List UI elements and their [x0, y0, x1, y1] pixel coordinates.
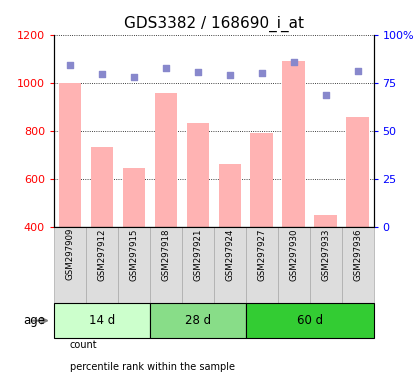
- Point: [131, 73, 137, 79]
- Bar: [182, 227, 214, 303]
- Bar: [315, 215, 337, 227]
- Bar: [187, 123, 209, 227]
- Text: GSM297909: GSM297909: [66, 228, 74, 280]
- Bar: [246, 227, 278, 303]
- Text: GSM297930: GSM297930: [289, 228, 298, 281]
- Bar: [347, 118, 369, 227]
- Text: GSM297915: GSM297915: [129, 228, 138, 281]
- Bar: [91, 147, 113, 227]
- Bar: [123, 168, 145, 227]
- Bar: [86, 227, 118, 303]
- Title: GDS3382 / 168690_i_at: GDS3382 / 168690_i_at: [124, 16, 304, 32]
- Point: [354, 68, 361, 74]
- Text: 14 d: 14 d: [89, 314, 115, 327]
- Bar: [246, 303, 374, 338]
- Text: GSM297924: GSM297924: [225, 228, 234, 281]
- Point: [99, 71, 105, 77]
- Bar: [118, 227, 150, 303]
- Bar: [150, 227, 182, 303]
- Bar: [283, 61, 305, 227]
- Point: [195, 69, 201, 75]
- Bar: [54, 227, 86, 303]
- Bar: [54, 303, 150, 338]
- Point: [67, 61, 73, 68]
- Text: GSM297936: GSM297936: [353, 228, 362, 281]
- Text: GSM297918: GSM297918: [161, 228, 170, 281]
- Bar: [310, 227, 342, 303]
- Text: count: count: [70, 340, 98, 350]
- Point: [163, 65, 169, 71]
- Bar: [342, 227, 374, 303]
- Bar: [278, 227, 310, 303]
- Point: [322, 91, 329, 98]
- Text: percentile rank within the sample: percentile rank within the sample: [70, 362, 235, 372]
- Text: GSM297927: GSM297927: [257, 228, 266, 281]
- Text: GSM297933: GSM297933: [321, 228, 330, 281]
- Point: [290, 59, 297, 65]
- Text: age: age: [24, 314, 46, 327]
- Bar: [251, 133, 273, 227]
- Point: [227, 72, 233, 78]
- Bar: [150, 303, 246, 338]
- Bar: [219, 164, 241, 227]
- Bar: [155, 93, 177, 227]
- Point: [259, 70, 265, 76]
- Text: GSM297912: GSM297912: [98, 228, 106, 281]
- Text: GSM297921: GSM297921: [193, 228, 202, 281]
- Text: 28 d: 28 d: [185, 314, 211, 327]
- Bar: [59, 83, 81, 227]
- Text: 60 d: 60 d: [297, 314, 322, 327]
- Bar: [214, 227, 246, 303]
